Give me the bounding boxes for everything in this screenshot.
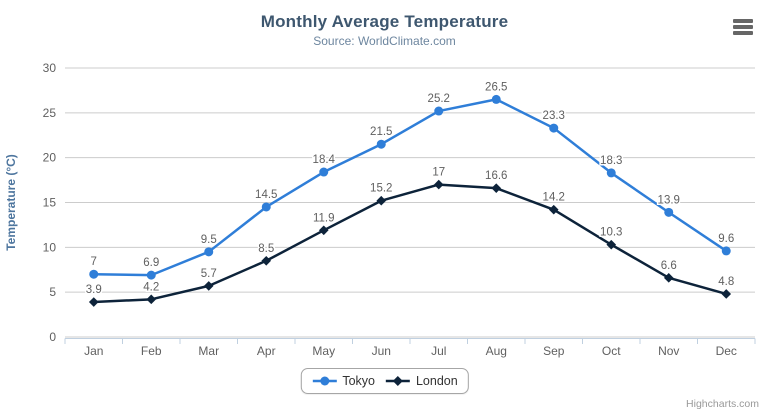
y-axis-tick-label: 0 (49, 330, 56, 344)
y-axis-tick-label: 10 (43, 240, 57, 254)
london-marker[interactable] (433, 179, 444, 190)
london-data-label: 11.9 (313, 212, 335, 224)
london-data-label: 16.6 (485, 170, 507, 182)
x-axis-label: Jan (84, 344, 103, 358)
x-axis-label: Nov (658, 344, 679, 358)
london-data-label: 15.2 (370, 183, 392, 195)
menu-bar (733, 31, 753, 35)
london-marker[interactable] (376, 195, 387, 206)
london-data-label: 5.7 (201, 268, 217, 280)
london-legend-symbol-diamond (392, 376, 403, 386)
london-data-label: 3.9 (86, 284, 102, 296)
menu-bar (733, 25, 753, 29)
y-axis-tick-label: 20 (43, 151, 57, 165)
tokyo-data-label: 6.9 (143, 257, 159, 269)
london-data-label: 14.2 (543, 192, 565, 204)
y-axis-tick-label: 30 (43, 61, 57, 75)
tokyo-marker[interactable] (319, 167, 329, 177)
tokyo-data-label: 25.2 (428, 93, 450, 105)
tokyo-marker[interactable] (376, 139, 386, 149)
legend: Tokyo London (300, 368, 469, 394)
x-axis-label: Sep (543, 344, 565, 358)
tokyo-data-label: 14.5 (255, 189, 277, 201)
tokyo-marker[interactable] (89, 269, 99, 279)
tokyo-marker[interactable] (491, 94, 501, 104)
london-legend-label: London (415, 374, 458, 388)
london-marker[interactable] (548, 204, 559, 215)
tokyo-marker[interactable] (664, 207, 674, 217)
highcharts-credits-link[interactable]: Highcharts.com (686, 398, 759, 410)
chart-title: Monthly Average Temperature (260, 12, 509, 31)
x-axis-label: Aug (486, 344, 507, 358)
menu-bar (733, 19, 753, 23)
tokyo-line-series (92, 98, 728, 277)
london-data-label: 4.2 (143, 281, 159, 293)
london-marker[interactable] (606, 239, 617, 250)
tokyo-marker[interactable] (261, 202, 271, 212)
tokyo-marker[interactable] (434, 106, 444, 116)
tokyo-data-label: 18.3 (600, 155, 622, 167)
x-axis-label: Jul (431, 344, 446, 358)
tokyo-data-label: 9.6 (718, 233, 734, 245)
london-marker[interactable] (491, 183, 502, 193)
tokyo-legend-marker (312, 376, 337, 386)
x-axis-label: Apr (257, 344, 276, 358)
london-marker[interactable] (146, 294, 157, 305)
x-axis-label: May (312, 344, 335, 358)
london-data-label: 4.8 (718, 276, 734, 288)
tokyo-legend-symbol-circle (319, 376, 329, 386)
london-marker[interactable] (88, 297, 99, 307)
legend-item-tokyo[interactable]: Tokyo (311, 374, 375, 388)
x-axis-label: Jun (372, 344, 391, 358)
tokyo-data-label: 23.3 (543, 110, 565, 122)
tokyo-marker[interactable] (606, 168, 616, 178)
london-legend-marker (385, 376, 410, 386)
london-data-label: 10.3 (600, 227, 622, 239)
london-marker[interactable] (721, 289, 732, 299)
x-axis-label: Dec (716, 344, 737, 358)
tokyo-marker[interactable] (204, 247, 214, 257)
london-marker[interactable] (318, 225, 329, 236)
tokyo-marker[interactable] (721, 246, 731, 256)
london-data-label: 17 (432, 167, 445, 179)
tokyo-marker[interactable] (146, 270, 156, 280)
legend-item-london[interactable]: London (385, 374, 458, 388)
london-marker[interactable] (203, 281, 214, 291)
tokyo-data-label: 13.9 (658, 194, 680, 206)
london-data-label: 6.6 (661, 260, 677, 272)
x-axis-label: Feb (141, 344, 162, 358)
y-axis-title: Temperature (°C) (4, 154, 18, 251)
y-axis-tick-label: 15 (43, 196, 57, 210)
london-data-label: 8.5 (258, 243, 274, 255)
tokyo-data-label: 18.4 (313, 154, 336, 166)
x-axis-label: Oct (602, 344, 621, 358)
chart-subtitle: Source: WorldClimate.com (313, 34, 456, 48)
y-axis-tick-label: 25 (43, 106, 57, 120)
tokyo-legend-label: Tokyo (342, 374, 375, 388)
tokyo-data-label: 7 (91, 256, 97, 268)
london-marker[interactable] (261, 255, 272, 266)
tokyo-marker[interactable] (549, 123, 559, 133)
london-line-series (92, 183, 728, 304)
hamburger-menu-icon[interactable] (733, 19, 753, 35)
y-axis-tick-label: 5 (49, 285, 56, 299)
tokyo-data-label: 21.5 (370, 126, 392, 138)
tokyo-data-label: 9.5 (201, 234, 217, 246)
tokyo-data-label: 26.5 (485, 81, 507, 93)
x-axis-label: Mar (198, 344, 219, 358)
london-marker[interactable] (663, 273, 674, 283)
